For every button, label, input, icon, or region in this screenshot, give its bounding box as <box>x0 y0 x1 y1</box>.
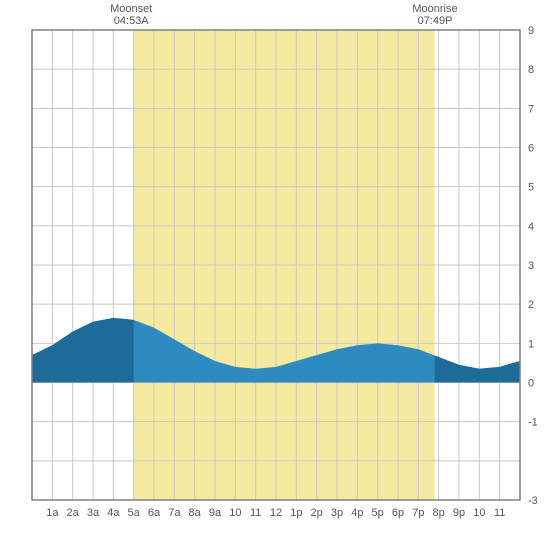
x-tick-label: 9p <box>453 507 465 519</box>
y-tick-label: -3 <box>528 495 538 507</box>
x-tick-label: 8p <box>433 507 445 519</box>
y-tick-label: 8 <box>528 64 534 76</box>
x-tick-label: 9a <box>209 507 222 519</box>
x-tick-label: 1a <box>46 507 59 519</box>
x-tick-label: 2p <box>311 507 323 519</box>
x-tick-label: 1p <box>290 507 302 519</box>
x-tick-label: 6a <box>148 507 161 519</box>
x-tick-label: 3p <box>331 507 343 519</box>
y-tick-label: 0 <box>528 378 534 390</box>
x-tick-label: 12 <box>270 507 282 519</box>
y-tick-label: 9 <box>528 25 534 37</box>
x-tick-label: 2a <box>67 507 80 519</box>
y-tick-label: 3 <box>528 260 534 272</box>
x-tick-label: 5a <box>128 507 141 519</box>
moonrise-title: Moonrise <box>412 3 457 15</box>
x-tick-label: 11 <box>250 507 261 519</box>
x-tick-label: 6p <box>392 507 404 519</box>
x-tick-label: 11 <box>494 507 505 519</box>
x-tick-label: 10 <box>473 507 485 519</box>
moonset-title: Moonset <box>110 3 152 15</box>
y-tick-label: 2 <box>528 299 534 311</box>
moonset-time: 04:53A <box>114 15 150 27</box>
moonrise-time: 07:49P <box>418 15 453 27</box>
x-tick-label: 4a <box>107 507 120 519</box>
y-tick-label: 4 <box>528 221 534 233</box>
x-tick-label: 10 <box>229 507 241 519</box>
x-tick-label: 5p <box>372 507 384 519</box>
y-tick-label: 6 <box>528 143 534 155</box>
x-tick-label: 7a <box>168 507 181 519</box>
y-tick-label: 7 <box>528 103 534 115</box>
y-tick-label: 5 <box>528 182 534 194</box>
x-tick-label: 7p <box>412 507 424 519</box>
x-tick-label: 4p <box>351 507 363 519</box>
tide-chart-svg: -3-101234567891a2a3a4a5a6a7a8a9a1011121p… <box>0 0 550 550</box>
y-tick-label: -1 <box>528 417 538 429</box>
x-tick-label: 8a <box>189 507 202 519</box>
y-tick-label: 1 <box>528 338 534 350</box>
x-tick-label: 3a <box>87 507 100 519</box>
tide-chart: -3-101234567891a2a3a4a5a6a7a8a9a1011121p… <box>0 0 550 550</box>
